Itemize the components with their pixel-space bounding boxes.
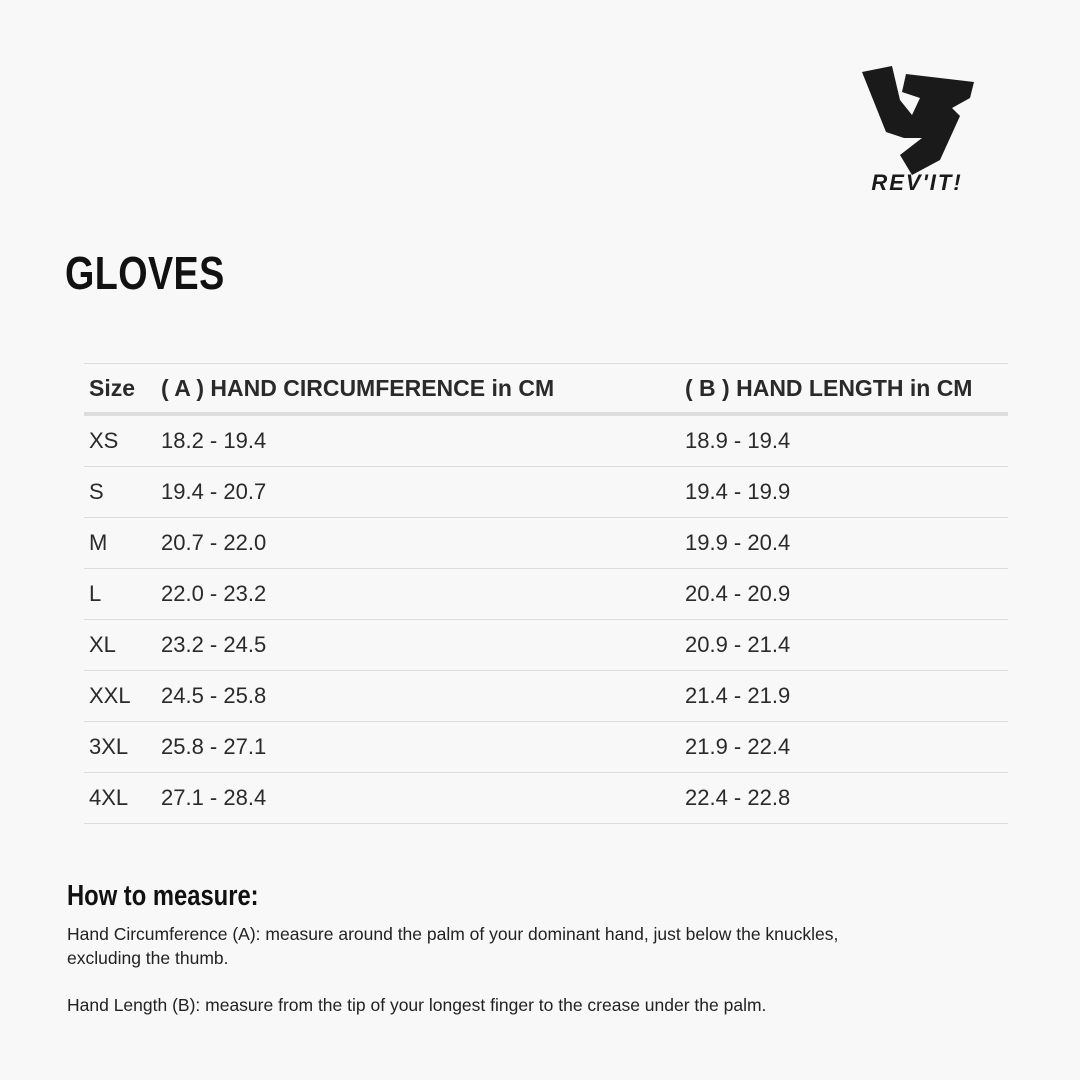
- length-cell: 21.4 - 21.9: [680, 670, 1008, 722]
- circumference-cell: 27.1 - 28.4: [156, 772, 680, 824]
- size-cell: XS: [84, 414, 156, 467]
- length-cell: 18.9 - 19.4: [680, 414, 1008, 467]
- circumference-cell: 22.0 - 23.2: [156, 568, 680, 620]
- table-row: XL 23.2 - 24.5 20.9 - 21.4: [84, 619, 1008, 671]
- table-row: S 19.4 - 20.7 19.4 - 19.9: [84, 466, 1008, 518]
- circumference-cell: 20.7 - 22.0: [156, 517, 680, 569]
- length-instructions: Hand Length (B): measure from the tip of…: [67, 995, 767, 1015]
- table-header-row: Size ( A ) HAND CIRCUMFERENCE in CM ( B …: [84, 363, 1008, 416]
- header-length: ( B ) HAND LENGTH in CM: [680, 363, 1008, 416]
- length-cell: 20.4 - 20.9: [680, 568, 1008, 620]
- size-cell: XXL: [84, 670, 156, 722]
- circumference-cell: 25.8 - 27.1: [156, 721, 680, 773]
- logo-wordmark: REV'IT!: [871, 170, 962, 195]
- size-cell: M: [84, 517, 156, 569]
- size-cell: 4XL: [84, 772, 156, 824]
- circumference-cell: 19.4 - 20.7: [156, 466, 680, 518]
- circumference-cell: 23.2 - 24.5: [156, 619, 680, 671]
- size-table: Size ( A ) HAND CIRCUMFERENCE in CM ( B …: [84, 363, 1008, 824]
- header-size: Size: [84, 363, 156, 416]
- length-cell: 19.4 - 19.9: [680, 466, 1008, 518]
- length-cell: 20.9 - 21.4: [680, 619, 1008, 671]
- circumference-instructions: Hand Circumference (A): measure around t…: [67, 924, 839, 968]
- header-circumference: ( A ) HAND CIRCUMFERENCE in CM: [156, 363, 680, 416]
- revit-logo: REV'IT!: [862, 66, 974, 195]
- size-cell: 3XL: [84, 721, 156, 773]
- page-title: GLOVES: [65, 247, 225, 299]
- table-row: L 22.0 - 23.2 20.4 - 20.9: [84, 568, 1008, 620]
- table-row: M 20.7 - 22.0 19.9 - 20.4: [84, 517, 1008, 569]
- length-cell: 22.4 - 22.8: [680, 772, 1008, 824]
- size-cell: L: [84, 568, 156, 620]
- how-to-heading: How to measure:: [67, 880, 259, 912]
- table-row: XXL 24.5 - 25.8 21.4 - 21.9: [84, 670, 1008, 722]
- table-row: 4XL 27.1 - 28.4 22.4 - 22.8: [84, 772, 1008, 824]
- size-cell: S: [84, 466, 156, 518]
- table-row: 3XL 25.8 - 27.1 21.9 - 22.4: [84, 721, 1008, 773]
- length-cell: 21.9 - 22.4: [680, 721, 1008, 773]
- circumference-cell: 24.5 - 25.8: [156, 670, 680, 722]
- size-cell: XL: [84, 619, 156, 671]
- circumference-cell: 18.2 - 19.4: [156, 414, 680, 467]
- length-cell: 19.9 - 20.4: [680, 517, 1008, 569]
- table-row: XS 18.2 - 19.4 18.9 - 19.4: [84, 414, 1008, 467]
